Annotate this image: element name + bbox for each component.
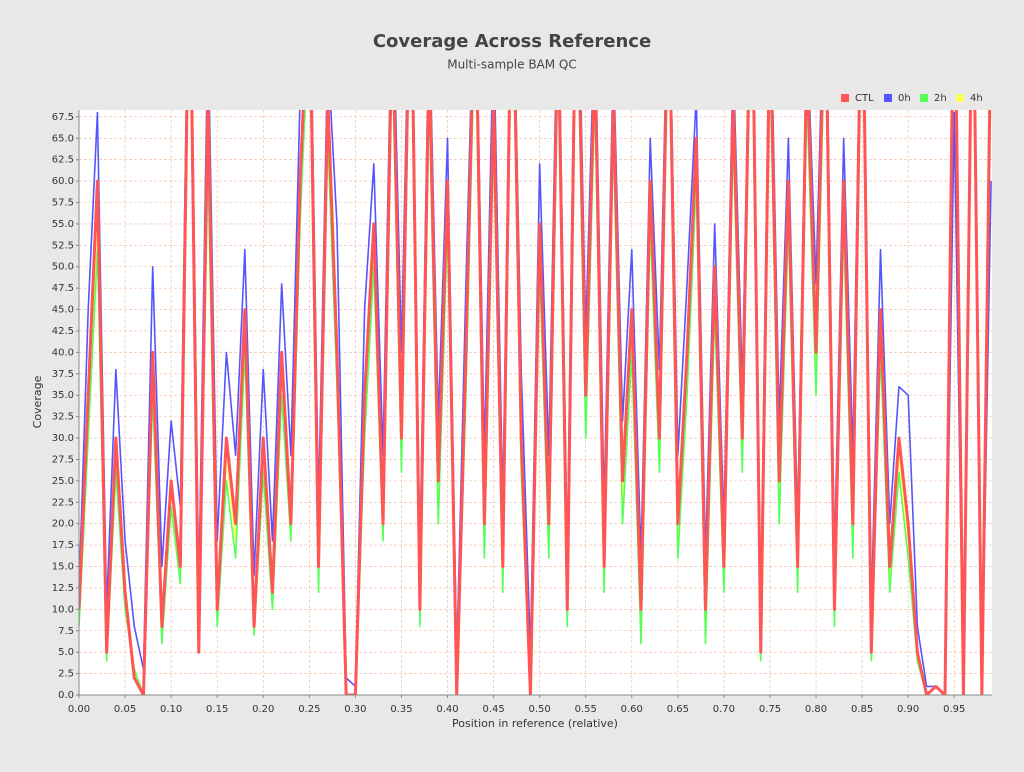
x-tick-label: 0.45: [482, 704, 504, 715]
y-tick-label: 25.0: [52, 476, 74, 487]
y-tick-label: 62.5: [52, 155, 74, 166]
x-tick-label: 0.80: [805, 704, 827, 715]
y-tick-label: 10.0: [52, 604, 74, 615]
axes: 0.0 2.5 5.0 7.5 10.0 12.5 15.0 17.5 20.0 22.5 25.0…: [52, 93, 992, 715]
y-tick-label: 37.5: [52, 369, 74, 380]
x-tick-label: 0.50: [529, 704, 551, 715]
y-tick-label: 65.0: [52, 133, 74, 144]
y-tick-label: 22.5: [52, 497, 74, 508]
y-tick-label: 50.0: [52, 262, 74, 273]
y-tick-label: 32.5: [52, 412, 74, 423]
legend-swatch: [884, 94, 892, 102]
y-tick-label: 27.5: [52, 454, 74, 465]
legend-swatch: [956, 94, 964, 102]
x-tick-label: 0.10: [160, 704, 182, 715]
x-tick-label: 0.00: [68, 704, 90, 715]
x-tick-label: 0.85: [851, 704, 873, 715]
y-tick-label: 57.5: [52, 198, 74, 209]
x-tick-label: 0.05: [114, 704, 136, 715]
legend-label: 0h: [898, 93, 911, 104]
y-tick-label: 60.0: [52, 176, 74, 187]
y-tick-label: 40.0: [52, 347, 74, 358]
x-tick-label: 0.95: [943, 704, 965, 715]
x-tick-label: 0.70: [713, 704, 735, 715]
y-tick-label: 20.0: [52, 519, 74, 530]
y-axis-label: Coverage: [31, 375, 44, 428]
legend-label: 2h: [934, 93, 947, 104]
series-line: [79, 110, 992, 695]
y-tick-label: 7.5: [58, 626, 74, 637]
y-tick-label: 35.0: [52, 390, 74, 401]
x-tick-label: 0.60: [621, 704, 643, 715]
x-tick-label: 0.25: [298, 704, 320, 715]
x-axis-label: Position in reference (relative): [452, 717, 618, 730]
x-tick-label: 0.15: [206, 704, 228, 715]
legend-label: CTL: [855, 93, 874, 104]
y-tick-label: 45.0: [52, 305, 74, 316]
y-tick-label: 5.0: [58, 647, 74, 658]
x-tick-label: 0.20: [252, 704, 274, 715]
legend-label: 4h: [970, 93, 983, 104]
x-tick-label: 0.55: [575, 704, 597, 715]
y-tick-label: 15.0: [52, 562, 74, 573]
y-tick-label: 67.5: [52, 112, 74, 123]
y-tick-label: 30.0: [52, 433, 74, 444]
x-tick-label: 0.40: [436, 704, 458, 715]
legend-swatch: [920, 94, 928, 102]
y-tick-label: 47.5: [52, 283, 74, 294]
y-tick-label: 2.5: [58, 669, 74, 680]
x-tick-label: 0.30: [344, 704, 366, 715]
lines: [79, 110, 992, 695]
x-tick-label: 0.90: [897, 704, 919, 715]
chart-subtitle: Multi-sample BAM QC: [447, 58, 577, 72]
x-tick-label: 0.75: [759, 704, 781, 715]
y-tick-label: 42.5: [52, 326, 74, 337]
chart-title: Coverage Across Reference: [373, 31, 651, 52]
y-tick-label: 12.5: [52, 583, 74, 594]
y-tick-label: 17.5: [52, 540, 74, 551]
x-tick-label: 0.65: [667, 704, 689, 715]
legend-swatch: [841, 94, 849, 102]
y-tick-label: 0.0: [58, 690, 74, 701]
y-tick-label: 55.0: [52, 219, 74, 230]
x-tick-label: 0.35: [390, 704, 412, 715]
y-tick-label: 52.5: [52, 240, 74, 251]
